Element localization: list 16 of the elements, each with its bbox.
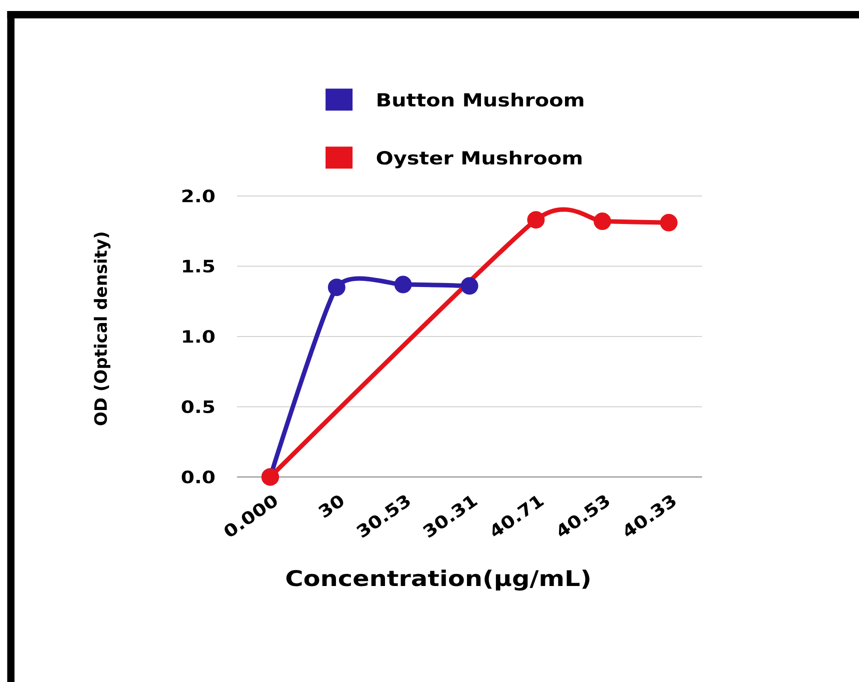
point: [460, 277, 478, 295]
point: [328, 278, 346, 296]
point: [594, 212, 612, 230]
legend-label: Oyster Mushroom: [376, 150, 582, 168]
point: [660, 214, 678, 232]
y-tick-label: 1.5: [183, 260, 214, 273]
y-tick-label: 0.5: [182, 400, 214, 414]
legend-label: Button Mushroom: [378, 92, 584, 107]
point: [527, 211, 545, 229]
y-axis-title: OD (Optical density): [94, 232, 110, 426]
x-axis-title: Concentration(μg/mL): [286, 570, 590, 591]
y-tick-label: 1.0: [183, 330, 215, 343]
y-tick-label: 0.0: [182, 470, 215, 484]
point: [394, 276, 412, 294]
x-tick-label: 30: [318, 496, 344, 518]
y-tick-label: 2.0: [182, 190, 215, 202]
